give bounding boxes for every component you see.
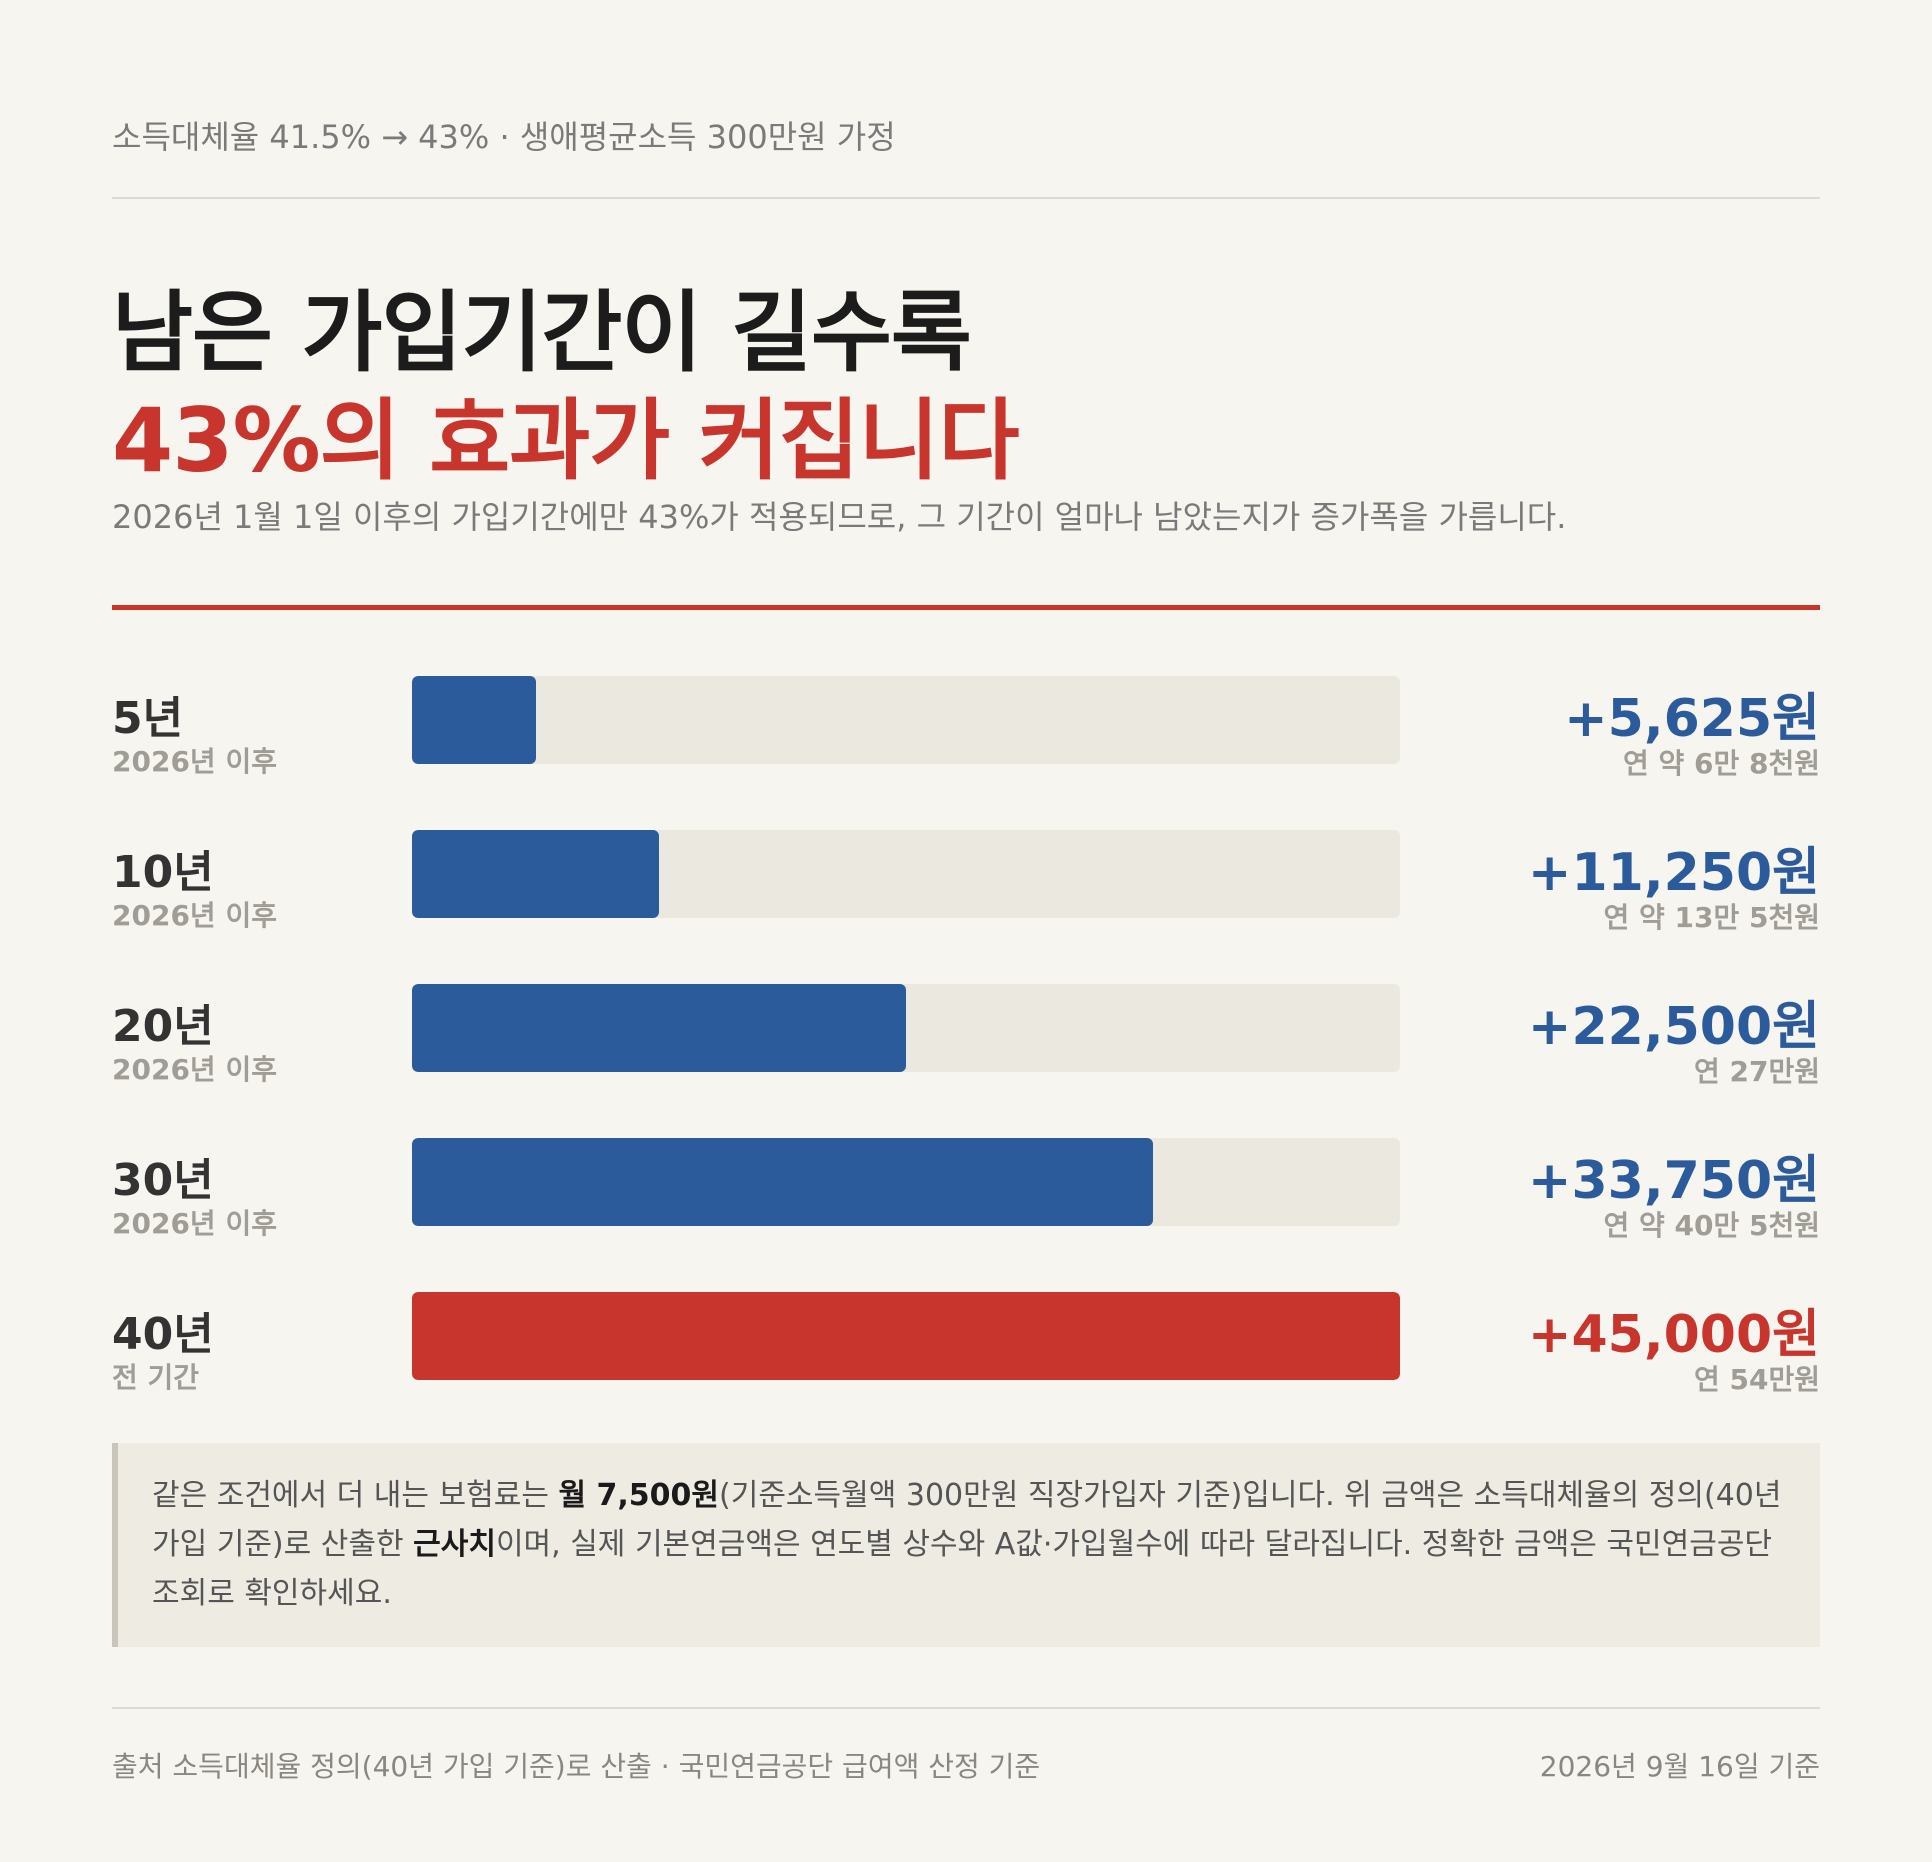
bar-track	[412, 1292, 1400, 1380]
value-label: +11,250원	[1527, 843, 1820, 903]
bar	[412, 1138, 1153, 1226]
category-label: 5년	[112, 693, 184, 744]
value-label: +45,000원	[1527, 1305, 1820, 1365]
category-label: 10년	[112, 847, 214, 898]
annual-label: 연 약 6만 8천원	[1622, 747, 1820, 780]
chart-row: 40년 전 기간 +45,000원 연 54만원	[112, 1292, 1820, 1402]
note-bold-premium: 월 7,500원	[558, 1478, 720, 1513]
annual-label: 연 약 13만 5천원	[1603, 901, 1821, 934]
top-divider	[112, 197, 1820, 199]
chart-row: 5년 2026년 이후 +5,625원 연 약 6만 8천원	[112, 676, 1820, 786]
category-subtitle: 전 기간	[112, 1361, 200, 1394]
category-subtitle: 2026년 이후	[112, 1207, 277, 1240]
annual-label: 연 27만원	[1694, 1055, 1820, 1088]
note-text: 같은 조건에서 더 내는 보험료는 월 7,500원(기준소득월액 300만원 …	[152, 1478, 1782, 1611]
subtitle: 2026년 1월 1일 이후의 가입기간에만 43%가 적용되므로, 그 기간이…	[112, 498, 1567, 536]
annual-label: 연 약 40만 5천원	[1603, 1209, 1821, 1242]
bar-track	[412, 676, 1400, 764]
chart-row: 20년 2026년 이후 +22,500원 연 27만원	[112, 984, 1820, 1094]
note-box: 같은 조건에서 더 내는 보험료는 월 7,500원(기준소득월액 300만원 …	[112, 1443, 1820, 1647]
kicker: 소득대체율 41.5% → 43% · 생애평균소득 300만원 가정	[112, 118, 896, 156]
bar-track	[412, 984, 1400, 1072]
accent-divider	[112, 605, 1820, 610]
value-label: +33,750원	[1527, 1151, 1820, 1211]
category-label: 20년	[112, 1001, 214, 1052]
title-line1: 남은 가입기간이 길수록	[112, 281, 972, 384]
category-subtitle: 2026년 이후	[112, 1053, 277, 1086]
footer-date: 2026년 9월 16일 기준	[1539, 1750, 1820, 1783]
chart-row: 30년 2026년 이후 +33,750원 연 약 40만 5천원	[112, 1138, 1820, 1248]
chart-row: 10년 2026년 이후 +11,250원 연 약 13만 5천원	[112, 830, 1820, 940]
category-label: 40년	[112, 1309, 214, 1360]
value-label: +5,625원	[1564, 689, 1820, 749]
footer-source: 출처 소득대체율 정의(40년 가입 기준)로 산출 · 국민연금공단 급여액 …	[112, 1750, 1041, 1783]
bottom-divider	[112, 1707, 1820, 1709]
bar-track	[412, 1138, 1400, 1226]
value-label: +22,500원	[1527, 997, 1820, 1057]
annual-label: 연 54만원	[1694, 1363, 1820, 1396]
category-subtitle: 2026년 이후	[112, 899, 277, 932]
note-bold-approx: 근사치	[413, 1527, 496, 1562]
bar	[412, 984, 906, 1072]
bar	[412, 1292, 1400, 1380]
category-subtitle: 2026년 이후	[112, 745, 277, 778]
bar	[412, 676, 536, 764]
bar-track	[412, 830, 1400, 918]
bar	[412, 830, 659, 918]
title-line2: 43%의 효과가 커집니다	[112, 389, 1020, 492]
category-label: 30년	[112, 1155, 214, 1206]
